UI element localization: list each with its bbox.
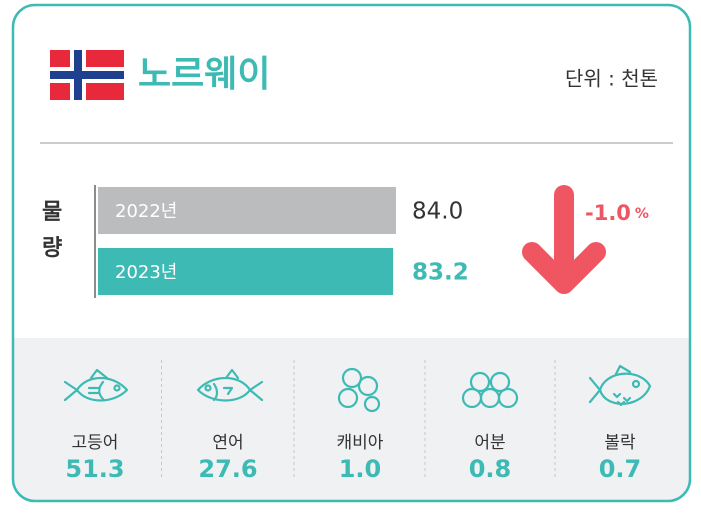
unit: 단위 : 천톤	[565, 67, 658, 91]
bar	[98, 187, 396, 234]
species-value: 51.3	[65, 455, 124, 483]
bar-category: 2022년	[115, 201, 177, 222]
species-name: 볼락	[604, 433, 636, 453]
change-arrow	[522, 185, 606, 294]
species-panel	[13, 338, 690, 501]
change-label: -1.0%	[585, 201, 649, 225]
species-name: 연어	[212, 433, 243, 453]
species-value: 1.0	[339, 455, 382, 483]
bar-value: 83.2	[412, 260, 469, 286]
bar-category: 2023년	[115, 262, 177, 283]
change-unit: %	[635, 206, 649, 222]
species-name: 캐비아	[337, 433, 384, 453]
icons	[63, 364, 652, 413]
species-value: 0.7	[599, 455, 642, 483]
species-value: 27.6	[198, 455, 257, 483]
bar	[98, 248, 394, 295]
species-name: 고등어	[72, 433, 119, 453]
title: 노르웨이	[138, 54, 270, 95]
card-border	[11, 3, 692, 503]
flag	[50, 50, 124, 100]
species-name: 어분	[474, 433, 505, 453]
bar-value: 84.0	[412, 199, 463, 225]
axis-label: 물량	[42, 200, 63, 261]
change-value: -1.0	[585, 201, 631, 225]
species-value: 0.8	[469, 455, 512, 483]
axis-label-box: 물량	[42, 200, 63, 261]
